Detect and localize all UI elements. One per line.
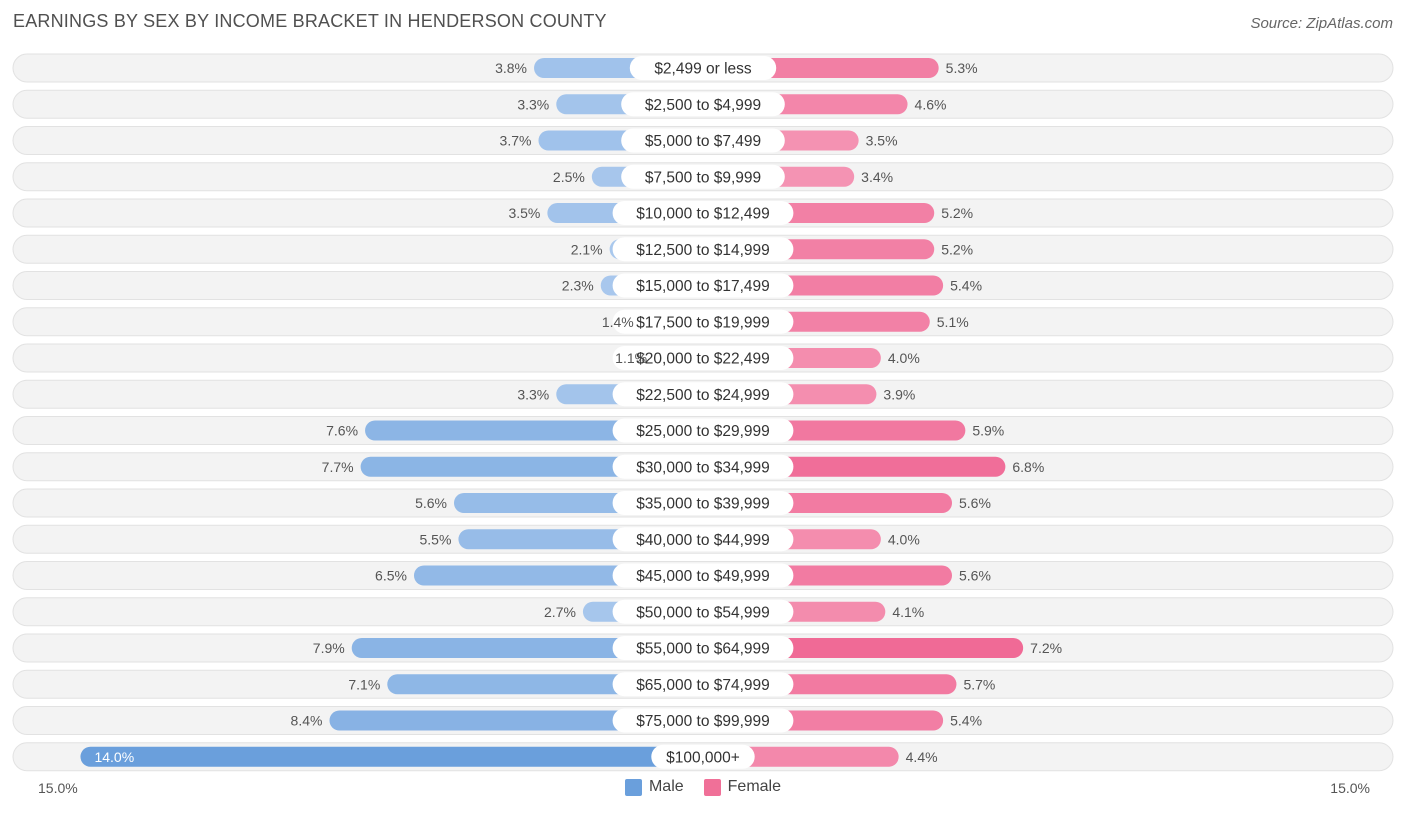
bar-male xyxy=(80,746,703,767)
value-label-male: 5.5% xyxy=(420,531,452,547)
legend: Male Female xyxy=(0,778,1406,796)
value-label-female: 5.9% xyxy=(972,423,1004,439)
category-label: $40,000 to $44,999 xyxy=(636,532,770,549)
category-pill xyxy=(612,201,794,225)
category-label: $15,000 to $17,499 xyxy=(636,278,770,295)
legend-item-male[interactable]: Male xyxy=(624,778,684,796)
category-pill xyxy=(612,491,794,515)
category-pill xyxy=(629,56,777,80)
category-label: $35,000 to $39,999 xyxy=(636,496,770,513)
category-pill xyxy=(612,599,794,624)
value-label-female: 5.3% xyxy=(946,60,978,76)
category-pill xyxy=(621,164,785,189)
value-label-male: 2.5% xyxy=(553,169,585,185)
value-label-female: 7.2% xyxy=(1030,640,1062,656)
value-label-female: 3.9% xyxy=(883,386,915,402)
legend-swatch-male xyxy=(624,778,642,796)
value-label-female: 5.2% xyxy=(941,205,973,221)
value-label-female: 5.1% xyxy=(937,314,969,330)
category-pill xyxy=(621,92,785,117)
category-label: $30,000 to $34,999 xyxy=(636,459,770,476)
category-pill xyxy=(612,237,794,262)
bar-male xyxy=(329,710,703,731)
value-label-female: 4.6% xyxy=(915,96,947,112)
legend-swatch-female xyxy=(703,778,721,796)
axis-left-label: 15.0% xyxy=(38,780,78,796)
value-label-female: 4.4% xyxy=(906,749,938,765)
category-label: $5,000 to $7,499 xyxy=(645,133,761,150)
legend-label-male: Male xyxy=(648,778,684,795)
value-label-male: 1.4% xyxy=(602,314,634,330)
category-label: $25,000 to $29,999 xyxy=(636,423,770,440)
value-label-male: 3.3% xyxy=(517,96,549,112)
category-label: $17,500 to $19,999 xyxy=(636,314,770,331)
category-label: $7,500 to $9,999 xyxy=(645,169,761,186)
diverging-bar-chart: $2,499 or less 3.8% 5.3% $2,500 to $4,999 3.… xyxy=(12,53,1394,772)
category-label: $65,000 to $74,999 xyxy=(636,677,770,694)
value-label-male: 1.1% xyxy=(615,350,647,366)
category-label: $100,000+ xyxy=(666,749,740,766)
chart-title: EARNINGS BY SEX BY INCOME BRACKET IN HEN… xyxy=(13,11,607,31)
value-label-male: 3.8% xyxy=(495,60,527,76)
source-credit: Source: ZipAtlas.com xyxy=(1250,15,1393,32)
category-label: $22,500 to $24,999 xyxy=(636,387,770,404)
legend-item-female[interactable]: Female xyxy=(703,778,782,796)
value-label-female: 6.8% xyxy=(1012,459,1044,475)
category-pill xyxy=(612,382,794,407)
category-pill xyxy=(612,454,794,479)
category-label: $55,000 to $64,999 xyxy=(636,641,770,658)
value-label-male: 2.7% xyxy=(544,604,576,620)
value-label-female: 5.2% xyxy=(941,241,973,257)
category-pill xyxy=(651,744,755,769)
category-pill xyxy=(612,273,794,298)
value-label-male: 2.1% xyxy=(571,241,603,257)
value-label-male: 5.6% xyxy=(415,495,447,511)
value-label-male: 6.5% xyxy=(375,568,407,584)
value-label-female: 5.7% xyxy=(963,676,995,692)
value-label-male: 3.5% xyxy=(508,205,540,221)
category-pill xyxy=(612,309,794,334)
value-label-male: 8.4% xyxy=(291,713,323,729)
category-pill xyxy=(621,128,785,153)
value-label-male: 14.0% xyxy=(94,749,134,765)
value-label-female: 4.1% xyxy=(892,604,924,620)
category-label: $10,000 to $12,499 xyxy=(636,206,770,223)
legend-label-female: Female xyxy=(727,778,782,795)
value-label-male: 3.7% xyxy=(500,133,532,149)
category-pill xyxy=(612,636,794,660)
value-label-female: 5.4% xyxy=(950,713,982,729)
value-label-female: 5.6% xyxy=(959,568,991,584)
value-label-male: 2.3% xyxy=(562,278,594,294)
category-label: $75,000 to $99,999 xyxy=(636,713,770,730)
category-pill xyxy=(612,527,794,552)
category-pill xyxy=(612,346,794,370)
value-label-female: 4.0% xyxy=(888,531,920,547)
category-label: $2,499 or less xyxy=(654,61,752,78)
value-label-male: 7.9% xyxy=(313,640,345,656)
value-label-male: 7.6% xyxy=(326,423,358,439)
value-label-female: 5.4% xyxy=(950,278,982,294)
value-label-male: 7.1% xyxy=(348,676,380,692)
value-label-female: 4.0% xyxy=(888,350,920,366)
category-label: $12,500 to $14,999 xyxy=(636,242,770,259)
value-label-female: 3.5% xyxy=(866,133,898,149)
category-pill xyxy=(612,418,794,443)
category-label: $2,500 to $4,999 xyxy=(645,97,761,114)
value-label-male: 3.3% xyxy=(517,386,549,402)
value-label-female: 3.4% xyxy=(861,169,893,185)
category-label: $50,000 to $54,999 xyxy=(636,604,770,621)
value-label-female: 5.6% xyxy=(959,495,991,511)
category-label: $45,000 to $49,999 xyxy=(636,568,770,585)
category-label: $20,000 to $22,499 xyxy=(636,351,770,368)
category-pill xyxy=(612,672,794,697)
value-label-male: 7.7% xyxy=(322,459,354,475)
category-pill xyxy=(612,563,794,588)
category-pill xyxy=(612,708,794,733)
axis-right-label: 15.0% xyxy=(1330,780,1370,796)
